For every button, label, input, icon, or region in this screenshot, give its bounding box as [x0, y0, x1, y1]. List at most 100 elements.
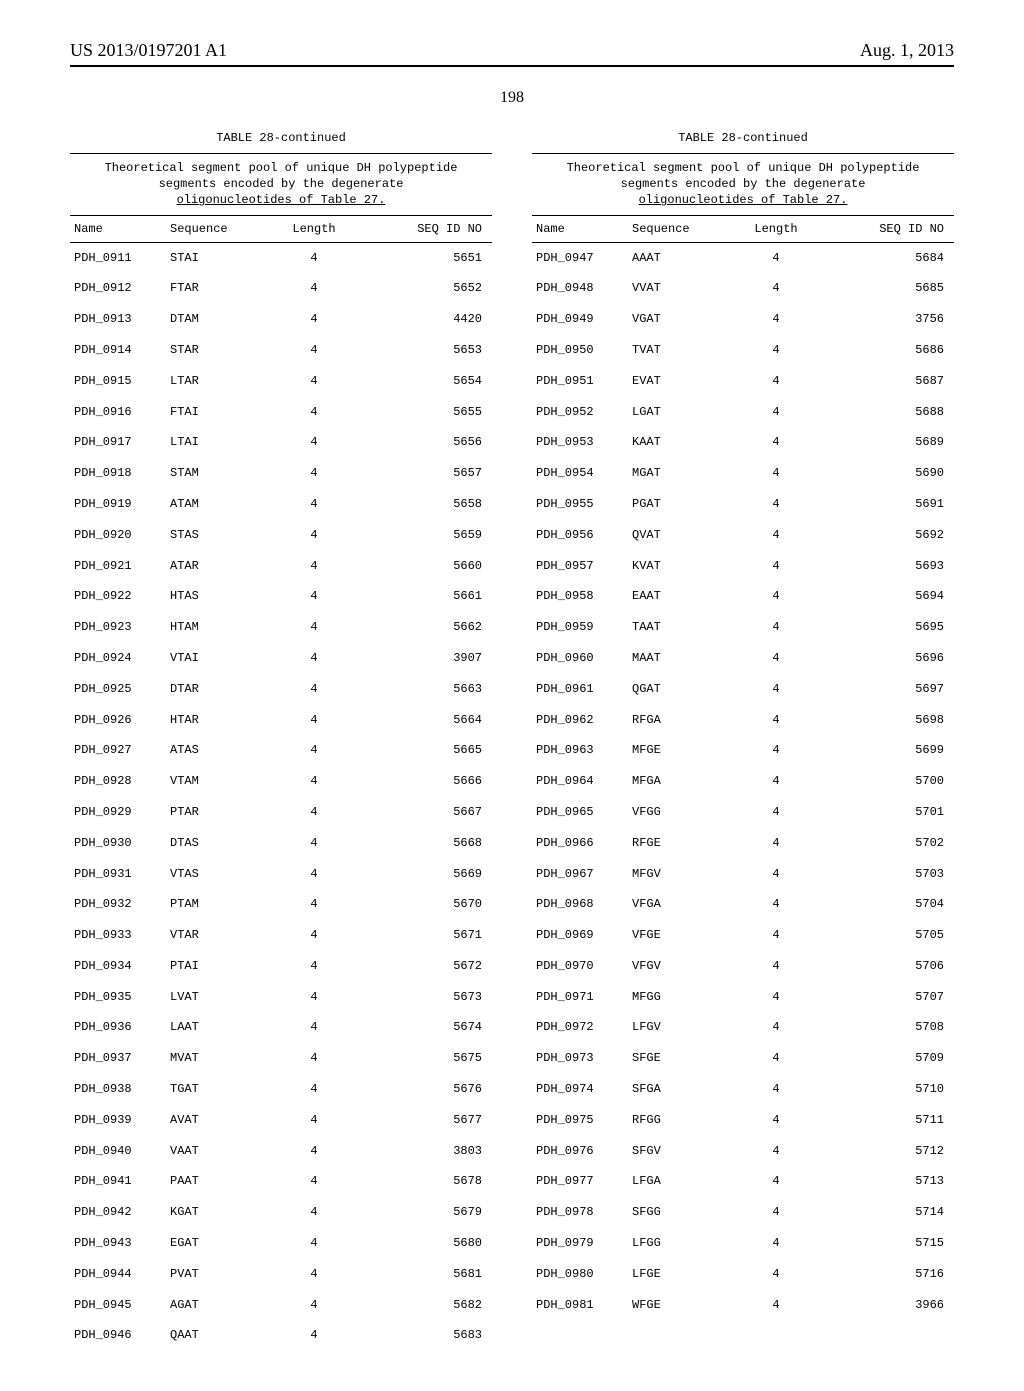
cell-length: 4 [266, 1078, 362, 1101]
table-row: PDH_0928VTAM45666 [70, 766, 492, 797]
cell-name: PDH_0979 [536, 1232, 632, 1255]
cell-seqid: 5701 [824, 801, 950, 824]
cell-sequence: VFGG [632, 801, 728, 824]
cell-length: 4 [728, 1170, 824, 1193]
table-row: PDH_0931VTAS45669 [70, 859, 492, 890]
cell-length: 4 [728, 616, 824, 639]
cell-name: PDH_0946 [74, 1324, 170, 1347]
cell-seqid: 3756 [824, 308, 950, 331]
two-column-layout: TABLE 28-continued Theoretical segment p… [70, 131, 954, 1351]
cell-name: PDH_0964 [536, 770, 632, 793]
cell-seqid: 5667 [362, 801, 488, 824]
table-row: PDH_0950TVAT45686 [532, 335, 954, 366]
cell-name: PDH_0930 [74, 832, 170, 855]
cell-sequence: VFGA [632, 893, 728, 916]
caption-line: oligonucleotides of Table 27. [536, 192, 950, 208]
cell-length: 4 [728, 339, 824, 362]
cell-seqid: 5668 [362, 832, 488, 855]
cell-length: 4 [728, 277, 824, 300]
cell-name: PDH_0974 [536, 1078, 632, 1101]
cell-name: PDH_0931 [74, 863, 170, 886]
table-row: PDH_0956QVAT45692 [532, 520, 954, 551]
cell-seqid: 5709 [824, 1047, 950, 1070]
cell-length: 4 [266, 832, 362, 855]
cell-sequence: VFGV [632, 955, 728, 978]
cell-length: 4 [728, 493, 824, 516]
cell-sequence: TAAT [632, 616, 728, 639]
table-row: PDH_0981WFGE43966 [532, 1290, 954, 1321]
cell-sequence: AAAT [632, 247, 728, 270]
caption-line: Theoretical segment pool of unique DH po… [536, 160, 950, 176]
cell-seqid: 5681 [362, 1263, 488, 1286]
cell-seqid: 5707 [824, 986, 950, 1009]
table-row: PDH_0923HTAM45662 [70, 612, 492, 643]
cell-seqid: 5684 [824, 247, 950, 270]
cell-sequence: KVAT [632, 555, 728, 578]
table-row: PDH_0961QGAT45697 [532, 674, 954, 705]
table-row: PDH_0970VFGV45706 [532, 951, 954, 982]
cell-length: 4 [266, 955, 362, 978]
cell-seqid: 5704 [824, 893, 950, 916]
cell-seqid: 5663 [362, 678, 488, 701]
table-row: PDH_0922HTAS45661 [70, 581, 492, 612]
table-row: PDH_0957KVAT45693 [532, 551, 954, 582]
cell-sequence: LFGG [632, 1232, 728, 1255]
cell-seqid: 5716 [824, 1263, 950, 1286]
table-title-right: TABLE 28-continued [532, 131, 954, 145]
cell-sequence: LFGA [632, 1170, 728, 1193]
cell-length: 4 [266, 893, 362, 916]
cell-seqid: 5695 [824, 616, 950, 639]
cell-seqid: 5714 [824, 1201, 950, 1224]
cell-sequence: DTAR [170, 678, 266, 701]
cell-sequence: HTAS [170, 585, 266, 608]
cell-seqid: 5713 [824, 1170, 950, 1193]
cell-seqid: 5674 [362, 1016, 488, 1039]
cell-name: PDH_0927 [74, 739, 170, 762]
table-row: PDH_0943EGAT45680 [70, 1228, 492, 1259]
cell-seqid: 5687 [824, 370, 950, 393]
cell-length: 4 [266, 647, 362, 670]
table-row: PDH_0925DTAR45663 [70, 674, 492, 705]
cell-seqid: 5658 [362, 493, 488, 516]
cell-name: PDH_0968 [536, 893, 632, 916]
col-header-name: Name [536, 222, 632, 236]
cell-name: PDH_0978 [536, 1201, 632, 1224]
table-row: PDH_0979LFGG45715 [532, 1228, 954, 1259]
cell-sequence: LAAT [170, 1016, 266, 1039]
table-row: PDH_0952LGAT45688 [532, 397, 954, 428]
cell-length: 4 [728, 739, 824, 762]
cell-seqid: 5689 [824, 431, 950, 454]
table-row: PDH_0918STAM45657 [70, 458, 492, 489]
cell-name: PDH_0969 [536, 924, 632, 947]
table-row: PDH_0929PTAR45667 [70, 797, 492, 828]
cell-length: 4 [728, 1078, 824, 1101]
cell-name: PDH_0926 [74, 709, 170, 732]
cell-sequence: DTAM [170, 308, 266, 331]
cell-length: 4 [728, 924, 824, 947]
table-row: PDH_0946QAAT45683 [70, 1320, 492, 1351]
cell-sequence: MFGE [632, 739, 728, 762]
cell-length: 4 [728, 709, 824, 732]
cell-name: PDH_0973 [536, 1047, 632, 1070]
cell-length: 4 [266, 524, 362, 547]
cell-name: PDH_0912 [74, 277, 170, 300]
cell-sequence: STAI [170, 247, 266, 270]
table-row: PDH_0960MAAT45696 [532, 643, 954, 674]
cell-name: PDH_0962 [536, 709, 632, 732]
cell-length: 4 [266, 863, 362, 886]
cell-name: PDH_0944 [74, 1263, 170, 1286]
col-header-seqid: SEQ ID NO [362, 222, 488, 236]
cell-length: 4 [728, 1047, 824, 1070]
cell-seqid: 5657 [362, 462, 488, 485]
cell-sequence: SFGE [632, 1047, 728, 1070]
table-row: PDH_0966RFGE45702 [532, 828, 954, 859]
cell-seqid: 5694 [824, 585, 950, 608]
cell-length: 4 [728, 801, 824, 824]
cell-length: 4 [266, 1232, 362, 1255]
cell-sequence: SFGA [632, 1078, 728, 1101]
cell-length: 4 [728, 1140, 824, 1163]
cell-name: PDH_0942 [74, 1201, 170, 1224]
cell-sequence: ATAM [170, 493, 266, 516]
table-row: PDH_0978SFGG45714 [532, 1197, 954, 1228]
page-number: 198 [70, 89, 954, 107]
